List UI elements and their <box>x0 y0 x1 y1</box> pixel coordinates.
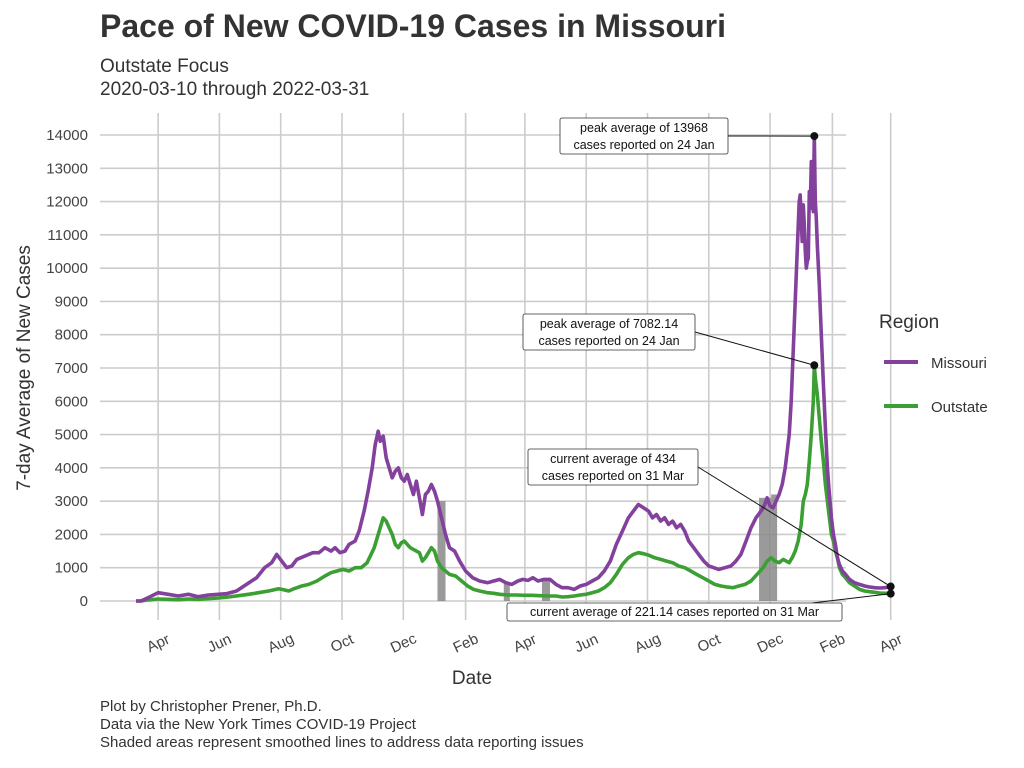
x-tick-label: Apr <box>144 631 172 656</box>
x-tick-label: Dec <box>388 630 420 657</box>
y-tick-label: 8000 <box>55 327 88 344</box>
x-tick-label: Oct <box>328 630 357 656</box>
y-tick-label: 1000 <box>55 560 88 577</box>
shaded-area <box>759 497 772 601</box>
annotation-box <box>527 448 699 486</box>
caption-source: Data via the New York Times COVID-19 Pro… <box>100 716 416 733</box>
annotation-point <box>886 589 895 598</box>
x-tick-label: Aug <box>632 630 663 657</box>
series-line-outstate <box>136 363 891 603</box>
y-tick-label: 13000 <box>46 160 88 177</box>
series-line-missouri <box>136 134 892 603</box>
y-tick-label: 2000 <box>55 526 88 543</box>
shaded-areas <box>437 494 778 601</box>
y-tick-label: 10000 <box>46 260 88 277</box>
y-tick-label: 0 <box>80 593 88 610</box>
x-axis-label: Date <box>452 668 492 689</box>
y-tick-label: 11000 <box>47 227 88 244</box>
grid-lines <box>100 113 892 620</box>
x-tick-label: Dec <box>755 630 787 657</box>
annotation-point <box>886 582 895 591</box>
x-tick-label: Feb <box>451 630 482 656</box>
x-tick-label: Jun <box>205 631 234 657</box>
shaded-area <box>771 494 778 601</box>
annotation-text: cases reported on 31 Mar <box>542 469 684 483</box>
y-tick-label: 7000 <box>55 360 88 377</box>
y-tick-label: 6000 <box>55 393 88 410</box>
annotation-text: current average of 221.14 cases reported… <box>530 605 819 619</box>
shaded-area <box>503 582 510 601</box>
chart-subtitle-focus: Outstate Focus <box>100 56 229 77</box>
y-tick-label: 9000 <box>55 293 88 310</box>
chart-subtitle-daterange: 2020-03-10 through 2022-03-31 <box>100 79 370 100</box>
annotation-point <box>810 361 819 370</box>
annotation-leader <box>694 331 815 366</box>
y-axis-label: 7-day Average of New Cases <box>14 245 35 491</box>
annotation-text: peak average of 7082.14 <box>540 317 678 331</box>
caption-credit: Plot by Christopher Prener, Ph.D. <box>100 698 322 715</box>
chart-title: Pace of New COVID-19 Cases in Missouri <box>100 8 726 44</box>
annotation-text: current average of 434 <box>550 452 676 466</box>
y-tick-label: 3000 <box>55 493 88 510</box>
x-tick-label: Oct <box>695 630 724 656</box>
shaded-area <box>541 579 551 601</box>
legend-label-missouri: Missouri <box>931 355 987 372</box>
annotation-leader <box>697 466 891 587</box>
caption-note: Shaded areas represent smoothed lines to… <box>100 734 584 751</box>
legend-label-outstate: Outstate <box>931 399 988 416</box>
x-tick-label: Feb <box>817 630 848 656</box>
x-tick-label: Apr <box>511 631 539 656</box>
annotation-point <box>810 132 819 141</box>
x-tick-label: Jun <box>572 631 601 657</box>
annotation-box <box>559 117 729 155</box>
shaded-area <box>437 501 446 601</box>
y-tick-label: 5000 <box>55 427 88 444</box>
x-tick-label: Aug <box>265 630 296 657</box>
series-lines <box>136 134 892 603</box>
legend: Region Missouri Outstate <box>879 312 988 416</box>
y-tick-label: 12000 <box>46 194 88 211</box>
x-tick-label: Apr <box>877 631 905 656</box>
annotation-text: cases reported on 24 Jan <box>573 138 714 152</box>
annotation-leader <box>811 593 891 604</box>
annotation-text: cases reported on 24 Jan <box>538 334 679 348</box>
y-tick-label: 14000 <box>46 127 88 144</box>
annotation-box <box>522 313 696 351</box>
annotation-text: peak average of 13968 <box>580 121 708 135</box>
annotation-box <box>506 602 843 622</box>
chart-area: peak average of 13968 cases reported on 2… <box>14 113 988 689</box>
y-tick-label: 4000 <box>55 460 88 477</box>
annotations: peak average of 13968 cases reported on 2… <box>506 117 895 622</box>
legend-title: Region <box>879 312 939 333</box>
x-tick-labels: Apr Jun Aug Oct Dec Feb Apr Jun Aug Oct Dec Feb Apr <box>144 630 905 657</box>
y-tick-labels: 0 1000 2000 3000 4000 5000 6000 7000 8000 9000 100… <box>46 127 88 610</box>
